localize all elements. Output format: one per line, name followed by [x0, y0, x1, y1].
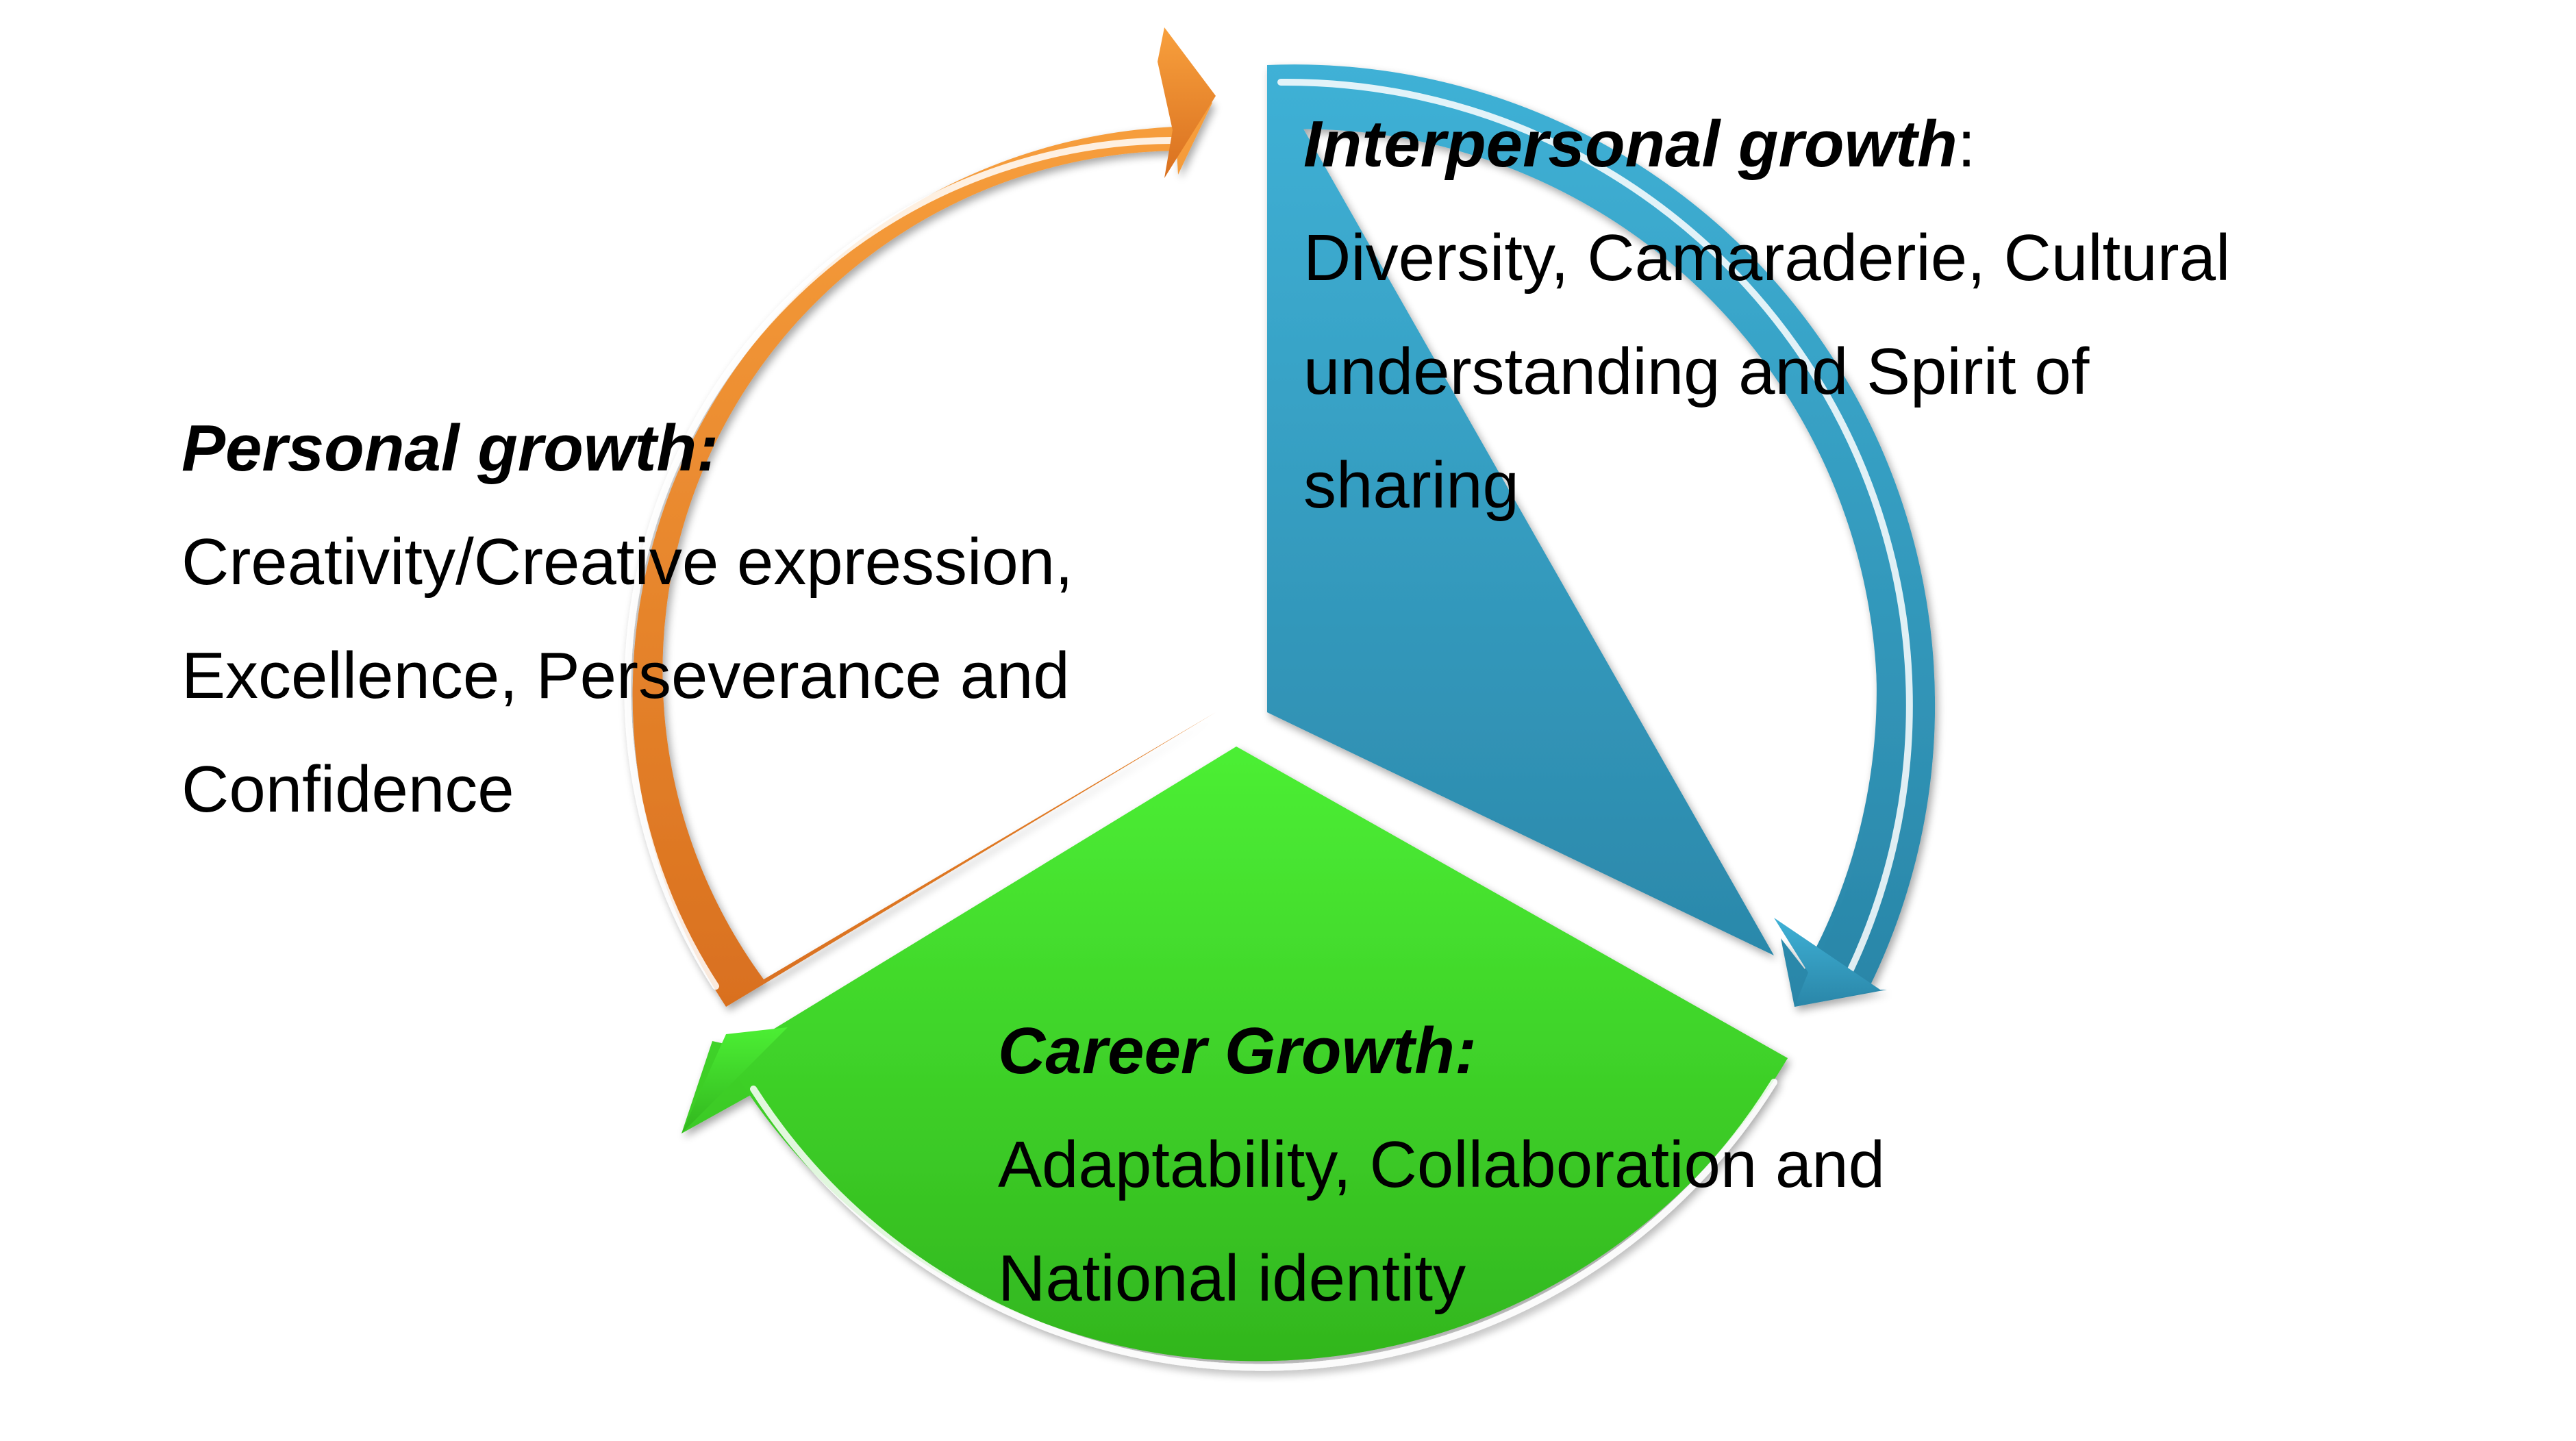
- personal-growth-arrowhead: [1158, 27, 1216, 178]
- personal-growth-heading: Personal growth:: [182, 392, 1073, 505]
- personal-growth-highlight: [624, 137, 1175, 990]
- interpersonal-growth-rim: [1267, 64, 1936, 990]
- interpersonal-growth-text: Interpersonal growth: Diversity, Camarad…: [1303, 88, 2230, 542]
- career-growth-line-1: Adaptability, Collaboration and: [998, 1128, 1886, 1201]
- personal-growth-line-1: Creativity/Creative expression,: [182, 525, 1073, 599]
- career-growth-heading: Career Growth:: [998, 994, 1885, 1108]
- interpersonal-growth-heading: Interpersonal growth:: [1303, 88, 2230, 201]
- personal-growth-title: Personal growth:: [182, 412, 719, 485]
- personal-growth-wedge: [632, 79, 1216, 1007]
- interpersonal-growth-segment: [1267, 64, 1936, 1007]
- career-growth-arrowhead: [681, 1027, 788, 1133]
- interpersonal-growth-title-suffix: :: [1957, 108, 1976, 181]
- interpersonal-growth-highlight: [1277, 78, 1913, 976]
- personal-growth-segment: [624, 79, 1216, 1007]
- personal-growth-text: Personal growth: Creativity/Creative exp…: [182, 392, 1073, 847]
- interpersonal-growth-line-3: sharing: [1303, 449, 1519, 522]
- career-growth-text: Career Growth: Adaptability, Collaborati…: [998, 994, 1885, 1336]
- interpersonal-growth-arrowhead: [1774, 918, 1880, 1007]
- personal-growth-line-3: Confidence: [182, 753, 514, 826]
- career-growth-segment: [681, 747, 1788, 1371]
- career-growth-line-2: National identity: [998, 1242, 1466, 1315]
- interpersonal-growth-line-2: understanding and Spirit of: [1303, 335, 2090, 408]
- interpersonal-growth-title: Interpersonal growth: [1303, 108, 1958, 181]
- interpersonal-growth-line-1: Diversity, Camaraderie, Cultural: [1303, 221, 2231, 295]
- career-growth-title: Career Growth:: [998, 1014, 1477, 1088]
- career-growth-base: [726, 747, 1788, 1362]
- personal-growth-line-2: Excellence, Perseverance and: [182, 639, 1070, 712]
- career-growth-highlight: [750, 1079, 1777, 1371]
